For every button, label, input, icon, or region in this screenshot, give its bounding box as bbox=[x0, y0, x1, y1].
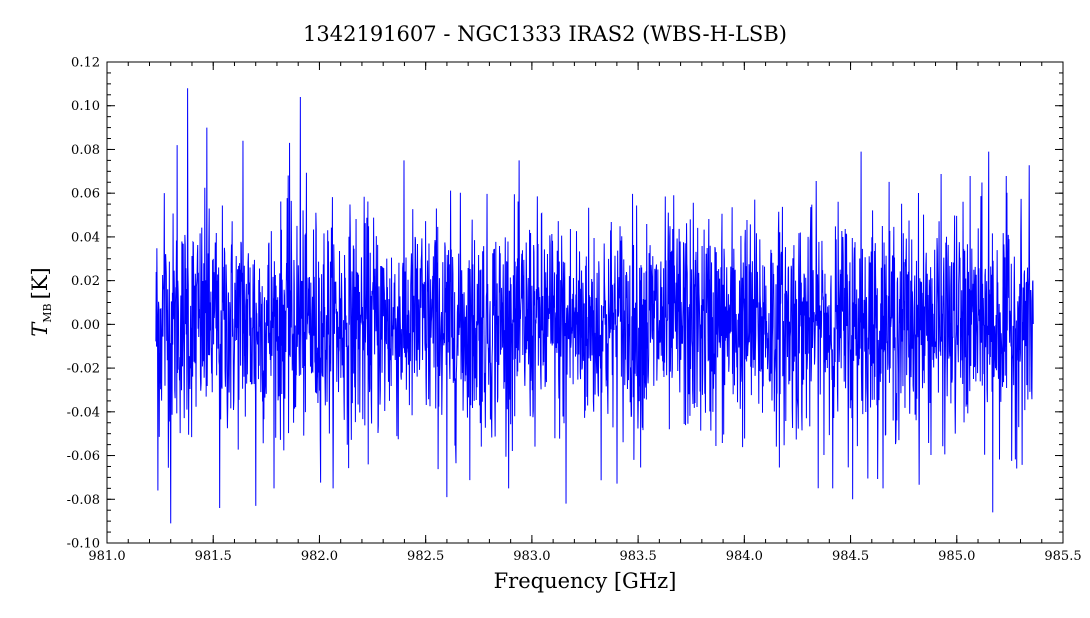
y-axis-ticks: -0.10 -0.08 -0.06 -0.04 -0.02 0.00 0.02 0.04 0.0… bbox=[67, 56, 1063, 552]
y-tick-label: 0.00 bbox=[71, 318, 100, 333]
spectrum-series-line bbox=[155, 88, 1034, 524]
y-tick-label: -0.04 bbox=[67, 405, 100, 420]
x-tick-label: 982.5 bbox=[407, 549, 444, 564]
y-tick-label: -0.02 bbox=[67, 362, 100, 377]
plot-area bbox=[155, 88, 1034, 524]
chart-title: 1342191607 - NGC1333 IRAS2 (WBS-H-LSB) bbox=[303, 22, 787, 46]
y-tick-label: 0.10 bbox=[71, 99, 100, 114]
y-axis-label-symbol: T bbox=[28, 321, 52, 337]
plot-frame bbox=[106, 61, 1064, 544]
x-tick-label: 983.0 bbox=[513, 549, 550, 564]
y-tick-label: 0.08 bbox=[71, 143, 100, 158]
x-tick-label: 985.0 bbox=[938, 549, 975, 564]
y-tick-label: 0.04 bbox=[71, 230, 100, 245]
y-axis-label-subscript: MB bbox=[41, 303, 54, 322]
x-tick-label: 984.5 bbox=[832, 549, 869, 564]
svg-text:TMB[K]: TMB [K] bbox=[28, 267, 54, 336]
x-tick-label: 981.0 bbox=[88, 549, 125, 564]
x-tick-label: 981.5 bbox=[195, 549, 232, 564]
y-tick-label: -0.10 bbox=[67, 537, 100, 552]
x-tick-label: 982.0 bbox=[301, 549, 338, 564]
y-tick-label: 0.12 bbox=[71, 56, 100, 71]
y-axis-label: TMB [K] bbox=[28, 267, 54, 336]
y-tick-label: 0.02 bbox=[71, 274, 100, 289]
x-axis-ticks: 981.0 981.5 982.0 982.5 983.0 983.5 984.0 984.5… bbox=[88, 62, 1082, 564]
y-tick-label: -0.08 bbox=[67, 493, 100, 508]
y-tick-label: -0.06 bbox=[67, 449, 100, 464]
y-tick-label: 0.06 bbox=[71, 187, 100, 202]
y-axis-label-unit: [K] bbox=[28, 267, 52, 299]
x-tick-label: 984.0 bbox=[726, 549, 763, 564]
x-tick-label: 985.5 bbox=[1044, 549, 1081, 564]
x-tick-label: 983.5 bbox=[620, 549, 657, 564]
x-axis-label: Frequency [GHz] bbox=[494, 569, 677, 593]
